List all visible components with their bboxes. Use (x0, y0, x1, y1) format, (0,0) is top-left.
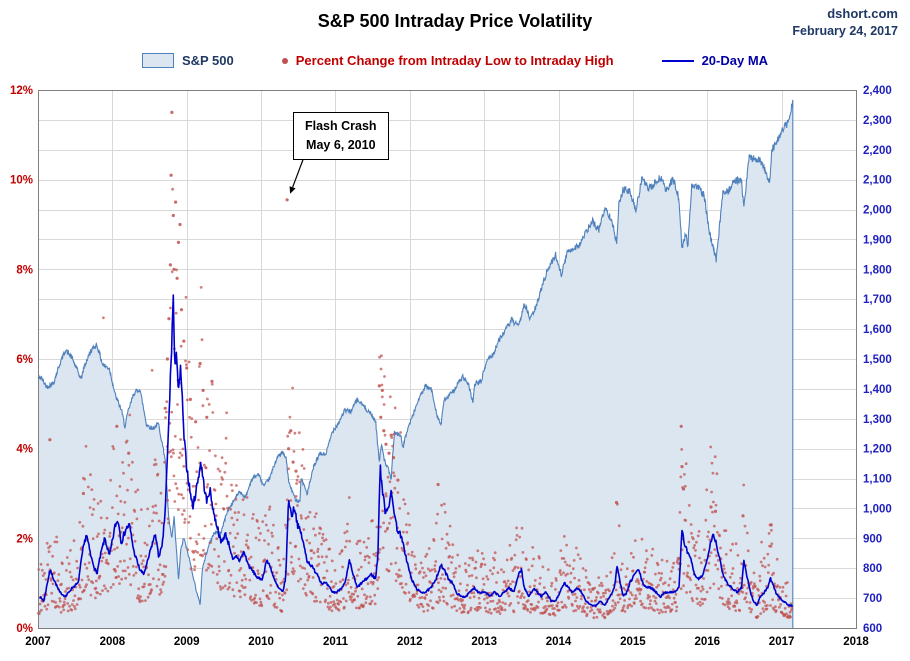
svg-text:2,200: 2,200 (863, 145, 892, 157)
svg-text:4%: 4% (16, 444, 33, 456)
svg-text:1,000: 1,000 (863, 503, 892, 515)
legend-item-sp500: S&P 500 (141, 53, 234, 68)
svg-text:900: 900 (863, 533, 882, 545)
sp500-area-swatch-icon (141, 53, 174, 68)
svg-text:2,000: 2,000 (863, 205, 892, 217)
svg-text:1,800: 1,800 (863, 264, 892, 276)
svg-text:2,400: 2,400 (863, 85, 892, 97)
svg-text:2009: 2009 (174, 636, 200, 648)
legend-label-ma: 20-Day MA (701, 53, 769, 68)
chart-title: S&P 500 Intraday Price Volatility (317, 11, 593, 31)
scatter-dot-swatch-icon (281, 57, 288, 64)
svg-text:2013: 2013 (471, 636, 497, 648)
flash-crash-annotation: Flash Crash May 6, 2010 (293, 112, 389, 160)
svg-text:2%: 2% (16, 533, 33, 545)
source-site: dshort.com (827, 6, 898, 21)
svg-text:2008: 2008 (100, 636, 126, 648)
chart-date: February 24, 2017 (792, 24, 898, 38)
legend-label-scatter: Percent Change from Intraday Low to Intr… (295, 53, 614, 68)
ma-line (38, 294, 794, 607)
svg-text:1,100: 1,100 (863, 474, 892, 486)
svg-text:600: 600 (863, 623, 882, 635)
svg-text:8%: 8% (16, 264, 33, 276)
annotation-line-2: May 6, 2010 (306, 137, 376, 152)
svg-text:1,400: 1,400 (863, 384, 892, 396)
svg-text:1,900: 1,900 (863, 234, 892, 246)
plot-border (38, 90, 857, 629)
svg-text:700: 700 (863, 593, 882, 605)
annotation-arrow (289, 156, 305, 194)
svg-text:0%: 0% (16, 623, 33, 635)
chart-legend: S&P 500 Percent Change from Intraday Low… (0, 53, 910, 68)
legend-item-scatter: Percent Change from Intraday Low to Intr… (281, 53, 614, 68)
sp500-line (37, 99, 794, 628)
svg-text:1,300: 1,300 (863, 414, 892, 426)
svg-text:2012: 2012 (397, 636, 423, 648)
svg-text:2011: 2011 (323, 636, 349, 648)
svg-text:2,300: 2,300 (863, 115, 892, 127)
svg-text:800: 800 (863, 563, 882, 575)
svg-text:2015: 2015 (620, 636, 646, 648)
annotation-line-1: Flash Crash (305, 119, 377, 133)
svg-text:12%: 12% (10, 85, 33, 97)
x-axis-labels: 2007 2008 2009 2010 2011 2012 2013 2014 2015 2016… (25, 636, 869, 648)
svg-text:2018: 2018 (843, 636, 869, 648)
svg-text:6%: 6% (16, 354, 33, 366)
sp500-area (38, 99, 793, 628)
svg-text:10%: 10% (10, 175, 33, 187)
volatility-scatter-outliers (48, 110, 773, 527)
svg-text:1,600: 1,600 (863, 324, 892, 336)
svg-text:2017: 2017 (769, 636, 795, 648)
svg-text:1,700: 1,700 (863, 294, 892, 306)
left-axis-labels: 0% 2% 4% 6% 8% 10% 12% (10, 85, 33, 635)
ma-line-swatch-icon (661, 59, 694, 62)
svg-text:2007: 2007 (25, 636, 51, 648)
legend-item-ma: 20-Day MA (661, 53, 769, 68)
svg-text:1,200: 1,200 (863, 444, 892, 456)
legend-label-sp500: S&P 500 (181, 53, 234, 68)
svg-text:1,500: 1,500 (863, 354, 892, 366)
svg-text:2016: 2016 (695, 636, 721, 648)
svg-text:2010: 2010 (248, 636, 274, 648)
svg-text:2,100: 2,100 (863, 175, 892, 187)
svg-text:2014: 2014 (546, 636, 572, 648)
right-axis-labels: 600 700 800 900 1,000 1,100 1,200 1,300 1,400 1,5… (863, 85, 892, 635)
